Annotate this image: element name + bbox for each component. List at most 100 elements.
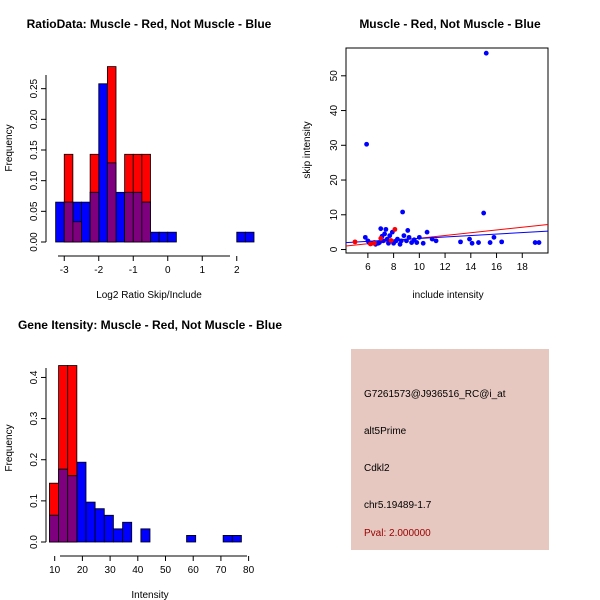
histogram-bar-muscle <box>106 66 117 164</box>
y-tick-label: 0.20 <box>29 109 40 129</box>
y-tick-label: 0.3 <box>29 411 40 425</box>
ratio-histogram-ylabel: Frequency <box>4 124 15 171</box>
scatter-point-not-muscle <box>414 240 420 245</box>
scatter-point-not-muscle <box>532 240 538 245</box>
scatter-point-not-muscle <box>400 209 406 215</box>
scatter-point-not-muscle <box>467 236 472 242</box>
histogram-bar-not-muscle <box>186 535 197 543</box>
x-tick-label: -2 <box>94 265 103 276</box>
info-panel: G7261573@J936516_RC@i_at alt5Prime Cdkl2… <box>351 349 549 550</box>
x-tick-label: 2 <box>234 265 240 276</box>
scatter-point-not-muscle <box>384 236 390 242</box>
x-tick-label: 30 <box>105 565 117 576</box>
scatter-xlabel: include intensity <box>412 290 483 301</box>
scatter-y-ticks: 0 10 20 30 40 50 <box>329 70 346 252</box>
histogram-bar-not-muscle <box>150 231 160 243</box>
histogram-bar-not-muscle <box>115 191 126 243</box>
scatter-point-muscle <box>368 241 373 247</box>
histogram-bar-overlap <box>141 201 151 243</box>
x-tick-label: -3 <box>60 265 69 276</box>
x-tick-label: 12 <box>440 262 452 273</box>
y-tick-label: 0.2 <box>29 452 40 466</box>
scatter-point-not-muscle <box>362 234 368 240</box>
scatter-point-muscle <box>388 238 394 243</box>
scatter-point-muscle <box>352 239 358 245</box>
scatter-point-not-muscle <box>420 240 426 246</box>
scatter-ylabel: skip intensity <box>302 121 313 178</box>
scatter-point-not-muscle <box>491 234 497 240</box>
scatter-point-not-muscle <box>383 226 389 232</box>
histogram-bar-not-muscle <box>231 535 242 543</box>
event-type: alt5Prime <box>364 426 407 437</box>
histogram-bar-not-muscle <box>113 528 123 543</box>
histogram-bar-muscle <box>67 365 78 477</box>
histogram-bar-overlap <box>132 191 143 243</box>
y-tick-label: 30 <box>329 139 340 151</box>
histogram-bar-not-muscle <box>85 501 96 543</box>
y-tick-label: 0.05 <box>29 201 40 221</box>
y-tick-label: 0.25 <box>29 78 40 98</box>
scatter-point-not-muscle <box>424 229 430 235</box>
ratio-histogram-bars <box>55 66 255 243</box>
x-tick-label: 16 <box>491 262 503 273</box>
y-tick-label: 10 <box>329 209 340 221</box>
scatter-point-not-muscle <box>469 240 475 246</box>
histogram-bar-not-muscle <box>103 514 114 543</box>
scatter-point-not-muscle <box>487 240 493 245</box>
intensity-histogram-xlabel: Intensity <box>131 590 168 600</box>
histogram-bar-muscle <box>89 153 100 193</box>
scatter-plot-frame <box>345 47 549 254</box>
y-tick-label: 20 <box>329 174 340 186</box>
x-tick-label: 8 <box>391 262 397 273</box>
x-tick-label: 18 <box>517 262 529 273</box>
scatter-point-not-muscle <box>378 226 384 232</box>
scatter-points <box>352 50 542 247</box>
intensity-histogram-ylabel: Frequency <box>4 424 15 471</box>
histogram-bar-muscle <box>58 365 69 470</box>
y-tick-label: 0 <box>329 246 340 252</box>
y-tick-label: 0.1 <box>29 493 40 507</box>
scatter-point-muscle <box>371 240 377 246</box>
x-tick-label: -1 <box>129 265 138 276</box>
p-value: Pval: 2.000000 <box>364 528 431 539</box>
x-tick-label: 6 <box>365 262 371 273</box>
histogram-bar-overlap <box>49 514 59 543</box>
histogram-bar-not-muscle <box>94 508 105 543</box>
intensity-histogram-x-ticks: 10 20 30 40 50 60 70 80 <box>49 556 255 576</box>
scatter-point-not-muscle <box>483 50 489 56</box>
scatter-point-not-muscle <box>401 233 407 239</box>
x-tick-label: 40 <box>132 565 144 576</box>
scatter-point-not-muscle <box>404 238 409 244</box>
intensity-histogram-bars <box>49 365 242 543</box>
histogram-bar-muscle <box>132 153 143 193</box>
histogram-bar-not-muscle <box>167 231 177 243</box>
y-tick-label: 0.10 <box>29 170 40 190</box>
histogram-bar-not-muscle <box>158 231 169 243</box>
scatter-point-not-muscle <box>481 210 487 216</box>
x-tick-label: 10 <box>414 262 426 273</box>
x-tick-label: 14 <box>465 262 477 273</box>
scatter-point-not-muscle <box>382 231 387 237</box>
intensity-histogram-y-ticks: 0.0 0.1 0.2 0.3 0.4 <box>29 370 46 549</box>
x-tick-label: 70 <box>215 565 227 576</box>
histogram-bar-muscle <box>63 153 74 203</box>
histogram-bar-overlap <box>124 191 134 243</box>
intensity-histogram-chart: Gene Itensity: Muscle - Red, Not Muscle … <box>4 318 282 600</box>
histogram-bar-overlap <box>67 475 78 543</box>
scatter-point-not-muscle <box>398 238 404 244</box>
scatter-point-not-muscle <box>405 228 411 233</box>
scatter-point-not-muscle <box>429 236 435 242</box>
x-tick-label: 1 <box>199 265 205 276</box>
histogram-bar-not-muscle <box>140 528 151 543</box>
x-tick-label: 60 <box>188 565 200 576</box>
histogram-bar-not-muscle <box>98 83 108 243</box>
histogram-bar-overlap <box>72 221 82 243</box>
scatter-point-not-muscle <box>406 234 412 240</box>
y-tick-label: 0.0 <box>29 535 40 549</box>
histogram-bar-overlap <box>106 162 117 243</box>
scatter-point-not-muscle <box>499 239 505 245</box>
scatter-point-not-muscle <box>458 239 463 245</box>
scatter-point-not-muscle <box>536 240 542 245</box>
histogram-bar-overlap <box>63 201 74 243</box>
